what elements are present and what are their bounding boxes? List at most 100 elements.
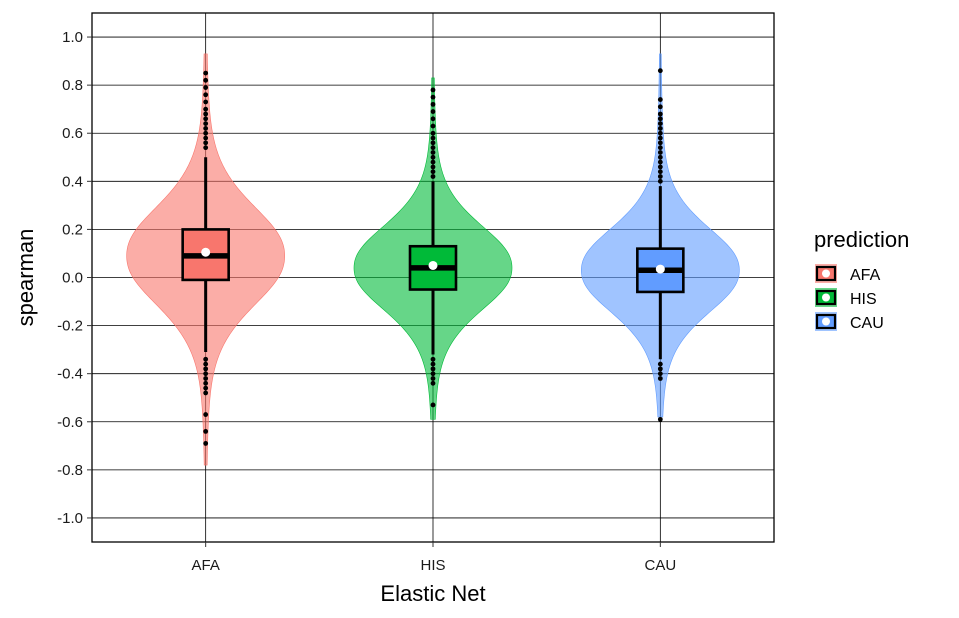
y-tick-label: 0.0 bbox=[62, 270, 83, 287]
outlier-point bbox=[203, 412, 209, 417]
legend-item-cau: CAU bbox=[815, 312, 884, 332]
outlier-point bbox=[203, 380, 209, 386]
mean-point bbox=[428, 260, 438, 270]
outlier-point bbox=[657, 121, 663, 127]
y-tick-label: 0.2 bbox=[62, 221, 83, 238]
outlier-point bbox=[430, 169, 436, 175]
outlier-point bbox=[430, 371, 436, 377]
x-tick-label: HIS bbox=[420, 557, 445, 574]
outlier-point bbox=[657, 376, 663, 381]
legend-label: AFA bbox=[850, 267, 881, 284]
outlier-point bbox=[203, 106, 209, 112]
y-tick-label: -0.4 bbox=[57, 366, 83, 383]
outlier-point bbox=[203, 85, 209, 90]
y-tick-label: 0.8 bbox=[62, 77, 83, 94]
outlier-point bbox=[657, 366, 663, 372]
outlier-point bbox=[430, 123, 436, 129]
outlier-point bbox=[203, 145, 209, 151]
legend-key-mean bbox=[822, 293, 830, 302]
outlier-point bbox=[430, 150, 436, 155]
legend-title: prediction bbox=[814, 227, 909, 252]
y-tick-label: 1.0 bbox=[62, 29, 83, 46]
outlier-point bbox=[657, 174, 663, 179]
outlier-point bbox=[657, 126, 663, 131]
outlier-point bbox=[430, 140, 436, 146]
outlier-point bbox=[430, 94, 436, 100]
outlier-point bbox=[430, 101, 436, 107]
outlier-point bbox=[657, 135, 663, 141]
outlier-point bbox=[430, 116, 436, 122]
outlier-point bbox=[657, 104, 663, 110]
outlier-point bbox=[657, 416, 663, 422]
y-tick-label: 0.4 bbox=[62, 173, 83, 190]
y-tick-label: -1.0 bbox=[57, 510, 83, 527]
outlier-point bbox=[430, 361, 436, 367]
outlier-point bbox=[657, 140, 663, 146]
outlier-point bbox=[430, 366, 436, 372]
outlier-point bbox=[203, 356, 209, 362]
outlier-point bbox=[203, 428, 209, 434]
outlier-point bbox=[203, 92, 209, 98]
x-tick-label: AFA bbox=[191, 557, 219, 574]
outlier-point bbox=[203, 121, 209, 127]
x-axis-title: Elastic Net bbox=[380, 581, 485, 606]
legend: prediction AFA HIS CAU bbox=[814, 227, 909, 332]
y-axis: -1.0 -0.8 -0.6 -0.4 -0.2 0.0 0.2 0.4 0.6 0.8 1.0 bbox=[57, 29, 92, 527]
y-axis-title: spearman bbox=[13, 229, 38, 327]
boxplots bbox=[181, 68, 685, 446]
outlier-point bbox=[203, 390, 209, 396]
legend-label: CAU bbox=[850, 315, 884, 332]
y-tick-label: -0.6 bbox=[57, 414, 83, 431]
outlier-point bbox=[430, 164, 436, 170]
outlier-point bbox=[203, 366, 209, 372]
outlier-point bbox=[430, 376, 436, 381]
legend-item-his: HIS bbox=[815, 288, 877, 308]
outlier-point bbox=[657, 150, 663, 155]
y-tick-label: 0.6 bbox=[62, 125, 83, 142]
mean-point bbox=[201, 247, 211, 257]
outlier-point bbox=[657, 159, 663, 165]
outlier-point bbox=[657, 130, 663, 136]
outlier-point bbox=[657, 164, 663, 170]
y-tick-label: -0.2 bbox=[57, 318, 83, 335]
x-tick-label: CAU bbox=[644, 557, 676, 574]
outlier-point bbox=[203, 376, 209, 381]
outlier-point bbox=[657, 169, 663, 175]
legend-item-afa: AFA bbox=[815, 264, 881, 284]
outlier-point bbox=[657, 116, 663, 122]
outlier-point bbox=[657, 68, 663, 74]
outlier-point bbox=[203, 135, 209, 141]
outlier-point bbox=[430, 145, 436, 151]
legend-items: AFA HIS CAU bbox=[815, 264, 884, 332]
outlier-point bbox=[657, 361, 663, 367]
outlier-point bbox=[203, 111, 209, 117]
outlier-point bbox=[657, 371, 663, 377]
outlier-point bbox=[203, 361, 209, 367]
outlier-point bbox=[430, 356, 436, 362]
outlier-point bbox=[657, 154, 663, 160]
outlier-point bbox=[203, 70, 209, 76]
outlier-point bbox=[203, 116, 209, 122]
outlier-point bbox=[430, 87, 436, 93]
outlier-point bbox=[430, 109, 436, 114]
outlier-point bbox=[430, 380, 436, 386]
outlier-point bbox=[657, 111, 663, 117]
y-tick-label: -0.8 bbox=[57, 462, 83, 479]
outlier-point bbox=[203, 140, 209, 146]
outlier-point bbox=[657, 145, 663, 151]
outlier-point bbox=[657, 178, 663, 184]
outlier-point bbox=[430, 154, 436, 160]
outlier-point bbox=[203, 99, 209, 105]
legend-key-mean bbox=[822, 317, 830, 326]
legend-label: HIS bbox=[850, 291, 877, 308]
outlier-point bbox=[203, 441, 209, 446]
outlier-point bbox=[430, 174, 436, 179]
outlier-point bbox=[203, 126, 209, 131]
outlier-point bbox=[430, 159, 436, 165]
outlier-point bbox=[203, 130, 209, 136]
outlier-point bbox=[203, 371, 209, 377]
outlier-point bbox=[657, 97, 663, 102]
outlier-point bbox=[430, 135, 436, 141]
outlier-point bbox=[430, 130, 436, 136]
